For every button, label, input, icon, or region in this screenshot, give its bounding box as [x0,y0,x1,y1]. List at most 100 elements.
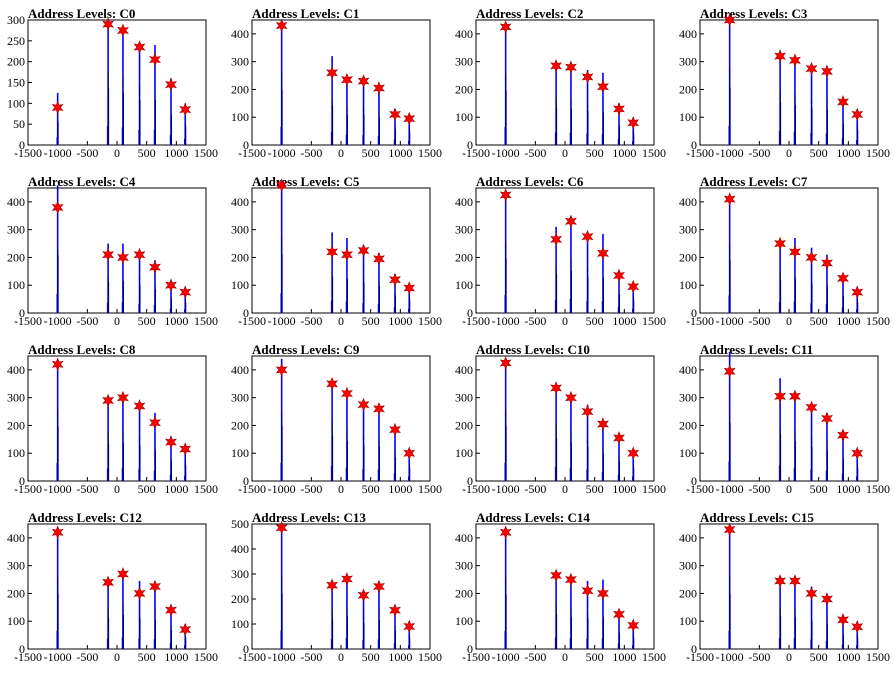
chart-panel-10: Address Levels: C10 0 100 200 300 400 -1500 -10… [455,342,666,496]
peak-marker [51,525,64,540]
peak-marker [275,520,288,535]
y-tick-label: 0 [19,306,25,320]
x-tick-label: 500 [362,650,380,664]
peak-marker [275,363,288,377]
x-tick-label: 1000 [836,146,860,160]
x-tick-label: 1500 [418,146,442,160]
y-tick-label: 400 [679,531,697,545]
peak-marker [102,247,115,262]
y-tick-label: 100 [231,278,249,292]
y-tick-label: 100 [455,614,473,628]
chart-panel-13: Address Levels: C13 0 100 200 300 400 500 -1500… [231,510,442,664]
y-tick-label: 200 [231,250,249,264]
peak-marker [389,422,401,437]
peak-marker [403,619,416,634]
peak-marker [597,79,609,94]
chart-panel-15: Address Levels: C15 0 100 200 300 400 -1500 -10… [679,510,890,664]
x-tick-label: 1000 [612,314,636,328]
x-tick-label: -1500 [462,314,490,328]
plot-frame [699,187,879,314]
peak-marker [341,572,353,586]
x-tick-label: -500 [76,146,98,160]
peak-marker [499,20,512,34]
x-tick-label: 0 [114,146,120,160]
chart-title: Address Levels: C1 [252,6,359,21]
y-tick-label: 0 [691,306,697,320]
peak-marker [581,229,594,244]
peak-marker [149,579,161,594]
x-tick-label: 1500 [642,650,666,664]
peak-marker [165,77,177,92]
peak-marker [565,390,577,405]
x-tick-label: 1000 [836,650,860,664]
y-tick-label: 200 [7,586,25,600]
y-tick-label: 100 [679,110,697,124]
x-tick-label: 0 [338,650,344,664]
x-tick-label: -1000 [716,650,744,664]
peak-marker [613,431,625,445]
peak-marker [550,232,563,247]
peak-marker [102,575,115,590]
x-tick-label: 0 [562,482,568,496]
x-tick-label: 1500 [194,650,218,664]
x-tick-label: 0 [562,314,568,328]
y-tick-label: 500 [231,517,249,531]
peak-marker [373,252,385,266]
peak-marker [627,618,640,633]
peak-marker [837,95,849,109]
plot-frame [27,523,207,650]
x-tick-label: 0 [786,650,792,664]
x-tick-label: -1500 [462,482,490,496]
chart-panel-7: Address Levels: C7 0 100 200 300 400 -1500 -100… [679,174,890,328]
y-tick-label: 200 [679,418,697,432]
x-tick-label: -1500 [238,650,266,664]
y-tick-label: 300 [7,223,25,237]
x-tick-label: 0 [338,482,344,496]
plot-frame [27,19,207,146]
y-tick-label: 400 [231,363,249,377]
plot-frame [475,523,655,650]
y-tick-label: 100 [455,446,473,460]
x-tick-label: -1500 [238,314,266,328]
x-tick-label: -500 [748,146,770,160]
x-tick-label: 500 [362,146,380,160]
peak-marker [627,279,640,294]
peak-marker [357,588,370,603]
y-tick-label: 300 [455,223,473,237]
x-tick-label: -500 [76,650,98,664]
chart-panel-8: Address Levels: C8 0 100 200 300 400 -1500 -100… [7,342,218,496]
y-tick-label: 400 [455,195,473,209]
x-tick-label: 0 [562,650,568,664]
peak-marker [789,245,801,259]
y-tick-label: 200 [231,82,249,96]
x-tick-label: 500 [586,314,604,328]
chart-title: Address Levels: C6 [476,174,584,189]
peak-marker [326,578,339,593]
peak-marker [805,61,818,76]
x-tick-label: -1000 [492,146,520,160]
plot-frame [251,19,431,146]
x-tick-label: -1500 [462,146,490,160]
y-tick-label: 0 [467,474,473,488]
plot-frame [699,19,879,146]
y-tick-label: 300 [455,559,473,573]
y-tick-label: 300 [231,223,249,237]
x-tick-label: -500 [524,650,546,664]
plot-frame [475,19,655,146]
peak-marker [851,446,864,461]
peak-marker [565,572,577,587]
x-tick-label: -1000 [268,650,296,664]
peak-marker [373,401,385,416]
peak-marker [117,567,129,581]
chart-title: Address Levels: C4 [28,174,136,189]
y-tick-label: 0 [243,306,249,320]
peak-marker [821,592,833,606]
peak-marker [723,522,736,537]
y-tick-label: 100 [7,278,25,292]
chart-panel-3: Address Levels: C3 0 100 200 300 400 -1500 -100… [679,6,890,160]
x-tick-label: -1000 [268,146,296,160]
peak-marker [373,81,385,95]
x-tick-label: 1000 [836,482,860,496]
y-tick-label: 100 [231,617,249,631]
